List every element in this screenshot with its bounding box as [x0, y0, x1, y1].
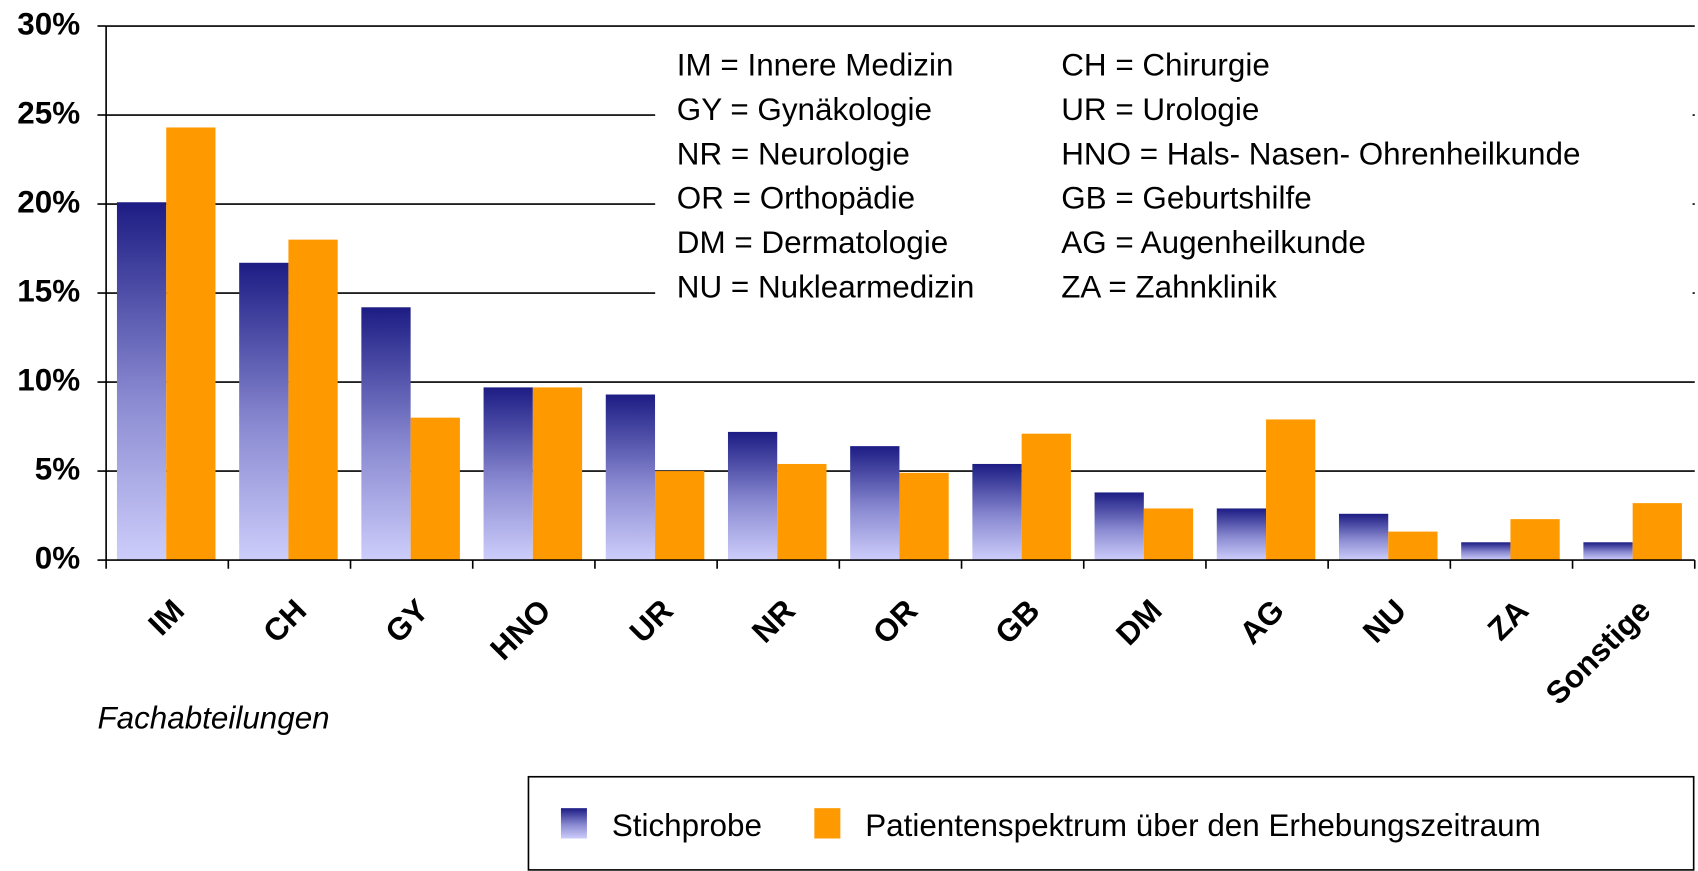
bar — [777, 463, 827, 561]
bar — [850, 446, 900, 561]
annotation: NU = Nuklearmedizin — [677, 270, 975, 305]
y-tick-label: 5% — [35, 451, 80, 486]
bar — [1510, 519, 1560, 561]
legend-swatch — [814, 808, 841, 839]
x-tick-label: ZA — [1481, 593, 1535, 647]
bar — [1338, 513, 1389, 561]
y-tick-label: 0% — [35, 540, 80, 575]
bar — [1143, 508, 1194, 561]
bar — [361, 307, 411, 561]
y-tick-label: 10% — [17, 362, 80, 397]
bar — [1461, 542, 1511, 561]
bar — [1021, 433, 1071, 561]
legend-label: Stichprobe — [612, 808, 762, 843]
legend-swatch — [560, 808, 587, 839]
x-tick-label: AG — [1233, 593, 1291, 651]
bar — [532, 387, 583, 561]
annotation: AG = Augenheilkunde — [1061, 225, 1366, 260]
annotation-background — [655, 43, 1693, 312]
bar — [655, 471, 705, 561]
bar — [1216, 508, 1267, 561]
x-axis-label: Fachabteilungen — [97, 701, 329, 736]
legend-box — [527, 775, 1695, 871]
bar — [116, 202, 167, 561]
bar — [1094, 492, 1144, 561]
annotation: GB = Geburtshilfe — [1061, 181, 1311, 216]
x-tick-label: GB — [988, 593, 1046, 651]
annotation: UR = Urologie — [1061, 92, 1259, 127]
x-tick-label: Sonstige — [1539, 593, 1658, 712]
x-tick-label: NU — [1356, 593, 1413, 650]
annotation: IM = Innere Medizin — [677, 47, 954, 82]
bar — [1266, 419, 1316, 561]
x-tick-label: DM — [1109, 593, 1168, 652]
x-tick-label: OR — [866, 593, 924, 651]
annotation: OR = Orthopädie — [677, 181, 915, 216]
x-tick-label: UR — [623, 593, 680, 650]
bar — [1632, 503, 1682, 561]
bar — [727, 431, 778, 561]
bar — [166, 127, 216, 561]
x-tick-label: IM — [142, 593, 191, 642]
bar — [288, 239, 338, 561]
annotation: HNO = Hals- Nasen- Ohrenheilkunde — [1061, 136, 1580, 171]
bar — [1583, 542, 1633, 561]
y-tick-label: 30% — [17, 6, 80, 41]
y-tick-label: 25% — [17, 95, 80, 130]
bar — [605, 394, 656, 561]
annotation: CH = Chirurgie — [1061, 47, 1270, 82]
annotation: NR = Neurologie — [677, 136, 910, 171]
bar — [239, 262, 289, 561]
x-tick-label: NR — [745, 593, 802, 650]
annotation: ZA = Zahnklinik — [1061, 270, 1277, 305]
x-tick-label: CH — [256, 593, 313, 650]
x-tick-label: GY — [379, 593, 436, 650]
bar — [972, 463, 1022, 561]
bar — [899, 472, 949, 561]
y-tick-label: 15% — [17, 273, 80, 308]
annotation: DM = Dermatologie — [677, 225, 948, 260]
annotation: GY = Gynäkologie — [677, 92, 932, 127]
legend-label: Patientenspektrum über den Erhebungszeit… — [865, 808, 1541, 843]
bar — [1388, 531, 1438, 561]
x-tick-label: HNO — [484, 593, 558, 667]
y-tick-label: 20% — [17, 184, 80, 219]
bar — [410, 417, 460, 561]
bar — [483, 387, 533, 561]
